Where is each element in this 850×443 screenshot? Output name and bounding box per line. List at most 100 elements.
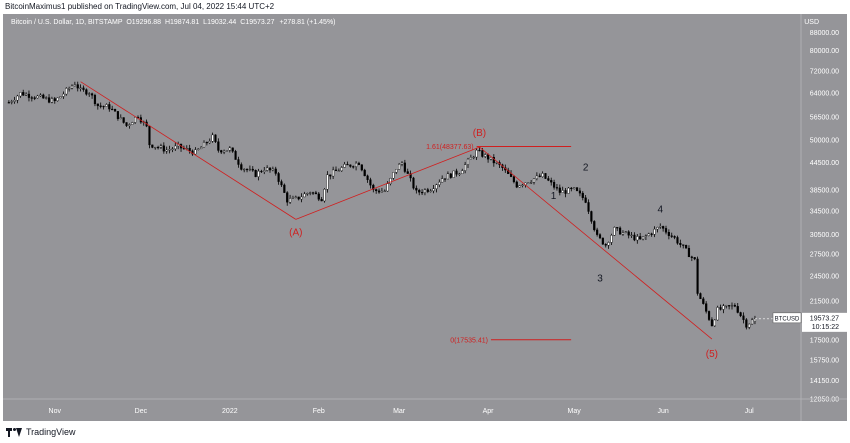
candle-body: [251, 168, 254, 171]
candle-body: [443, 178, 447, 180]
time-tick-label: Mar: [393, 408, 406, 415]
candle-body: [102, 105, 105, 108]
low-label: L: [203, 19, 208, 26]
time-tick-label: Apr: [483, 408, 495, 415]
candle-body: [291, 197, 295, 199]
candle-body: [512, 176, 516, 183]
candle-body: [93, 94, 97, 105]
price-chart[interactable]: 88000.00 80000.00 72000.00 64000.00 56500.00…: [3, 14, 847, 421]
candle-body: [458, 173, 461, 175]
candle-body: [297, 196, 300, 200]
candle-body: [590, 211, 593, 222]
candle-body: [489, 157, 493, 160]
candle-body: [435, 184, 438, 189]
chart-area[interactable]: 88000.00 80000.00 72000.00 64000.00 56500.00…: [3, 14, 847, 421]
candle-body: [725, 305, 728, 307]
candle-body: [461, 170, 464, 175]
price-tick-label: 38500.00: [810, 187, 839, 194]
candle-body: [736, 306, 739, 313]
candle-body: [552, 182, 556, 188]
candle-body: [719, 307, 722, 310]
candle-body: [197, 148, 200, 150]
candle-body: [288, 198, 292, 203]
candle-body: [105, 104, 108, 107]
wave-connector-line: [295, 146, 480, 220]
candle-body: [530, 182, 533, 184]
candle-body: [573, 187, 576, 189]
time-tick-label: Jun: [657, 408, 668, 415]
price-tick-label: 30500.00: [810, 232, 839, 239]
candle-body: [633, 234, 636, 241]
candle-body: [662, 226, 665, 229]
candle-body: [515, 181, 518, 188]
symbol-tag-box: [772, 312, 802, 324]
candle-body: [332, 169, 335, 177]
wave-label: 2: [583, 163, 589, 174]
time-tick-label: Feb: [313, 408, 325, 415]
open-label: O: [126, 19, 132, 26]
candle-body: [225, 150, 229, 152]
candle-body: [85, 89, 88, 95]
candle-body: [228, 147, 231, 151]
candle-body: [415, 187, 418, 191]
candle-body: [254, 170, 257, 177]
candle-body: [283, 184, 286, 193]
candle-body: [354, 162, 358, 167]
candle-body: [702, 298, 705, 304]
candle-body: [449, 173, 452, 178]
price-tick-label: 88000.00: [810, 30, 839, 37]
candle-body: [314, 192, 318, 195]
candle-body: [567, 187, 570, 194]
candle-body: [352, 166, 355, 168]
candle-body: [243, 168, 246, 171]
candle-body: [693, 257, 696, 260]
candle-body: [286, 192, 289, 203]
candle-body: [326, 174, 329, 190]
candle-body: [527, 182, 530, 184]
candle-body: [653, 228, 656, 235]
candle-body: [79, 87, 82, 89]
price-tick-label: 12850.00: [810, 397, 839, 404]
candle-body: [65, 88, 68, 95]
candle-body: [76, 84, 79, 89]
candle-body: [535, 175, 538, 179]
candle-body: [409, 173, 412, 179]
candle-body: [266, 167, 269, 171]
candle-body: [441, 178, 444, 183]
candle-body: [564, 190, 567, 194]
candle-body: [148, 125, 151, 146]
candle-body: [478, 149, 481, 152]
candle-body: [131, 122, 134, 125]
candle-body: [647, 233, 650, 236]
symbol-tag-label: BTCUSD: [775, 316, 800, 322]
candle-body: [380, 190, 384, 193]
candle-body: [231, 147, 234, 152]
candle-body: [303, 193, 306, 198]
candle-body: [33, 97, 36, 99]
candle-body: [613, 227, 616, 236]
candle-body: [561, 190, 564, 193]
candle-body: [39, 94, 42, 97]
candle-body: [578, 190, 582, 194]
candle-body: [237, 159, 240, 165]
candle-body: [659, 226, 662, 228]
candle-body: [68, 88, 71, 90]
candle-body: [248, 168, 252, 171]
candle-body: [495, 162, 498, 164]
candle-body: [45, 97, 48, 99]
candle-body: [538, 175, 541, 177]
candle-body: [742, 315, 745, 320]
candle-body: [309, 192, 312, 194]
fib-level-label: 0(17535.41): [450, 337, 488, 344]
price-tick-label: 64000.00: [810, 91, 839, 98]
price-tick-label: 50000.00: [810, 138, 839, 145]
candle-body: [154, 146, 157, 149]
candle-body: [639, 236, 642, 240]
candle-body: [420, 191, 424, 194]
symbol-info: Bitcoin / U.S. Dollar, 1D, BITSTAMP O192…: [11, 19, 336, 26]
candle-body: [739, 312, 742, 317]
candle-body: [707, 311, 711, 320]
candle-body: [745, 319, 748, 328]
candle-body: [426, 189, 429, 192]
candle-body: [156, 146, 160, 149]
